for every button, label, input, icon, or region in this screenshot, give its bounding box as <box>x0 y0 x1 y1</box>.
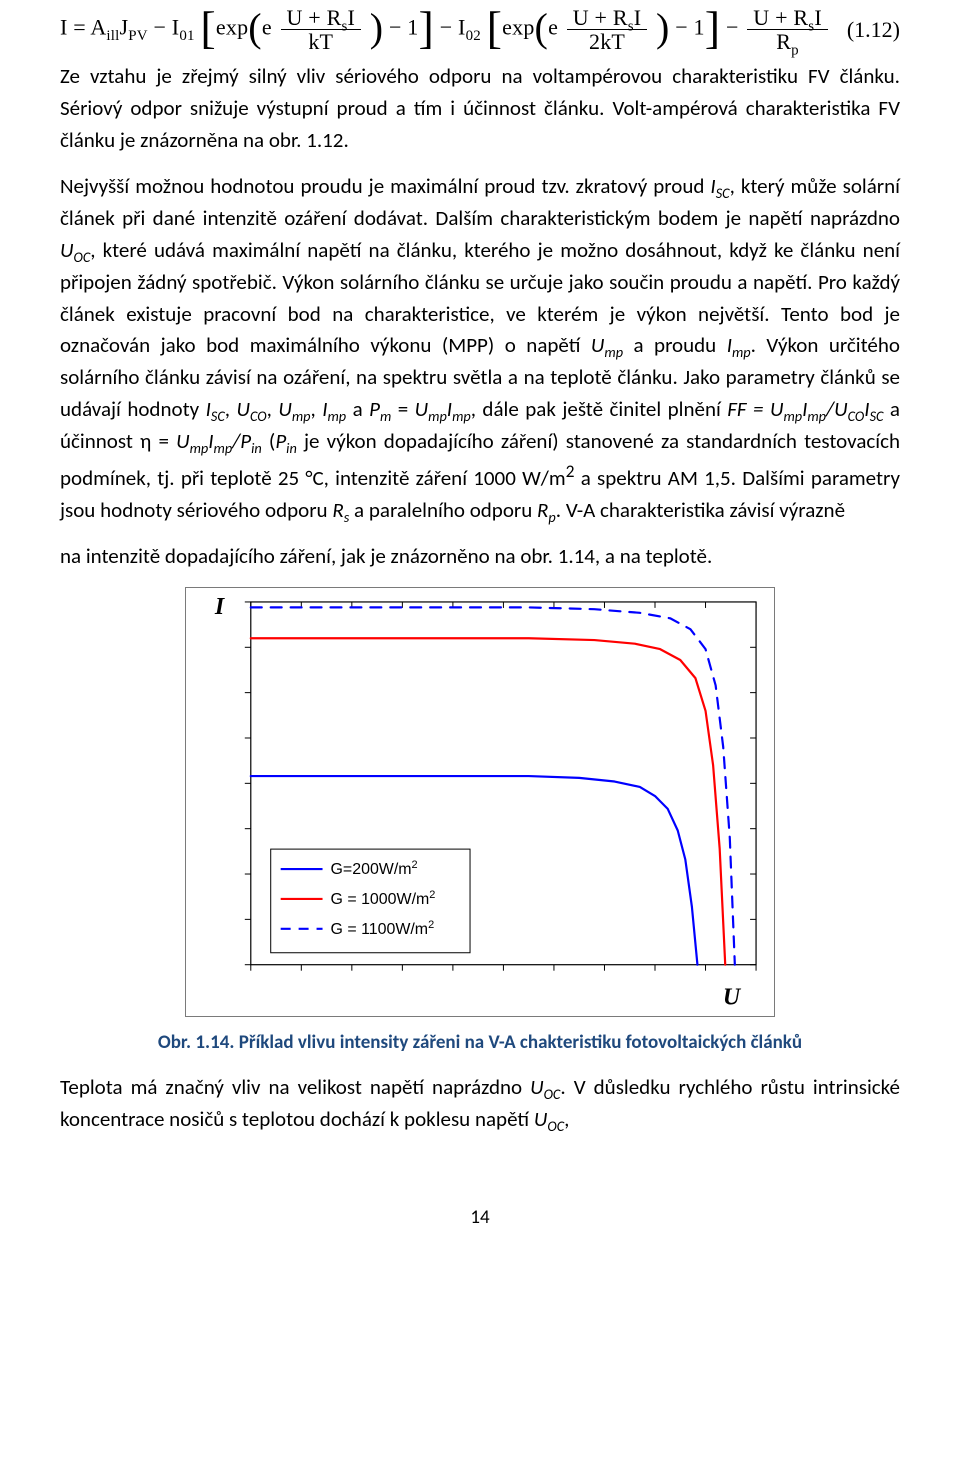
iv-chart-svg: I U G=200W/m2 G = 1000W/m2 G = 1100W/m2 <box>186 588 774 1017</box>
iv-chart: I U G=200W/m2 G = 1000W/m2 G = 1100W/m2 <box>185 587 775 1018</box>
svg-text:U: U <box>723 984 742 1010</box>
page-number: 14 <box>60 1206 900 1229</box>
paragraph-2: Nejvyšší možnou hodnotou proudu je maxim… <box>60 171 900 527</box>
paragraph-4: Teplota má značný vliv na velikost napět… <box>60 1072 900 1136</box>
paragraph-1: Ze vztahu je zřejmý silný vliv sériového… <box>60 61 900 157</box>
svg-text:G=200W/m2: G=200W/m2 <box>331 859 418 878</box>
paragraph-3: na intenzitě dopadajícího záření, jak je… <box>60 541 900 573</box>
equation-number: (1.12) <box>831 17 900 43</box>
svg-text:G = 1100W/m2: G = 1100W/m2 <box>331 919 435 938</box>
figure-caption: Obr. 1.14. Příklad vlivu intensity zářen… <box>60 1031 900 1054</box>
equation-row: I = AillJPV − I01 [exp(e U + RsIkT ) − 1… <box>60 6 900 53</box>
equation: I = AillJPV − I01 [exp(e U + RsIkT ) − 1… <box>60 6 831 53</box>
svg-text:I: I <box>214 594 225 620</box>
svg-text:G = 1000W/m2: G = 1000W/m2 <box>331 889 436 908</box>
